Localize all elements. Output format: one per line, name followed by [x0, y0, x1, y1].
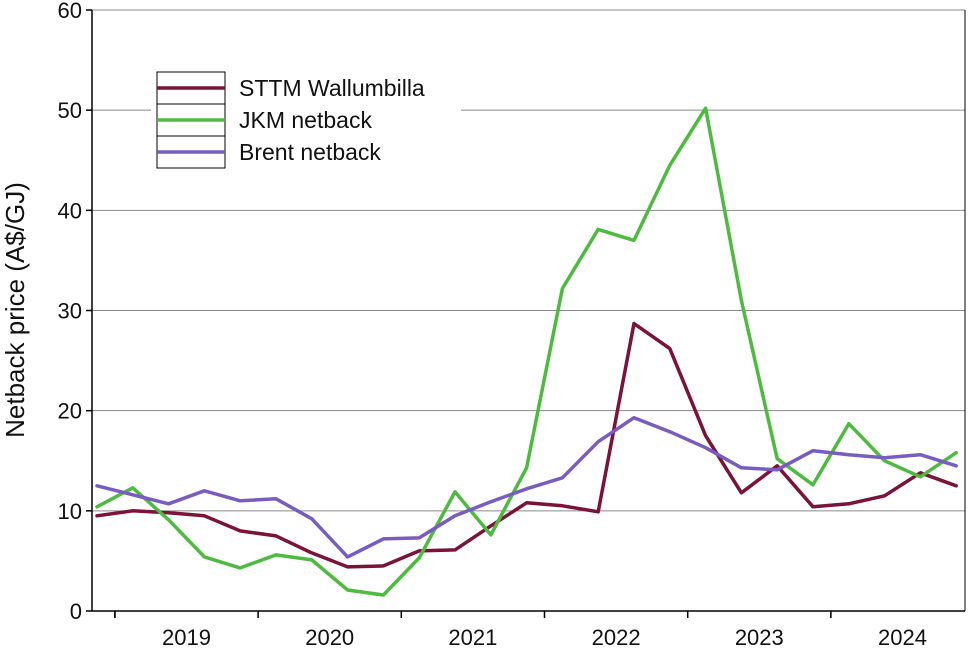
- y-tick-label: 40: [58, 198, 82, 223]
- x-tick-label: 2024: [878, 625, 927, 648]
- x-axis-ticks: 2019 2020 2021 2022 2023 2024: [114, 611, 927, 648]
- x-tick-label: 2021: [448, 625, 497, 648]
- series-line-jkm-netback: [95, 106, 958, 597]
- x-tick-label: 2022: [592, 625, 641, 648]
- x-tick-label: 2023: [735, 625, 784, 648]
- series-line-brent-netback: [95, 415, 958, 559]
- y-tick-label: 0: [70, 599, 82, 624]
- y-axis-ticks: 0 10 20 30 40 50 60: [58, 0, 92, 624]
- legend-label: Brent netback: [239, 139, 381, 165]
- y-tick-label: 10: [58, 499, 82, 524]
- y-tick-label: 20: [58, 399, 82, 424]
- y-tick-label: 60: [58, 0, 82, 23]
- legend-label: STTM Wallumbilla: [239, 75, 425, 101]
- legend: STTM Wallumbilla JKM netback Brent netback: [151, 66, 461, 192]
- series-line-sttm-wallumbilla: [95, 321, 958, 569]
- y-tick-label: 30: [58, 299, 82, 324]
- x-tick-label: 2019: [162, 625, 211, 648]
- x-tick-label: 2020: [305, 625, 354, 648]
- legend-label: JKM netback: [239, 107, 372, 133]
- series-lines: [95, 106, 958, 597]
- y-tick-label: 50: [58, 98, 82, 123]
- y-axis-title: Netback price (A$/GJ): [0, 182, 30, 438]
